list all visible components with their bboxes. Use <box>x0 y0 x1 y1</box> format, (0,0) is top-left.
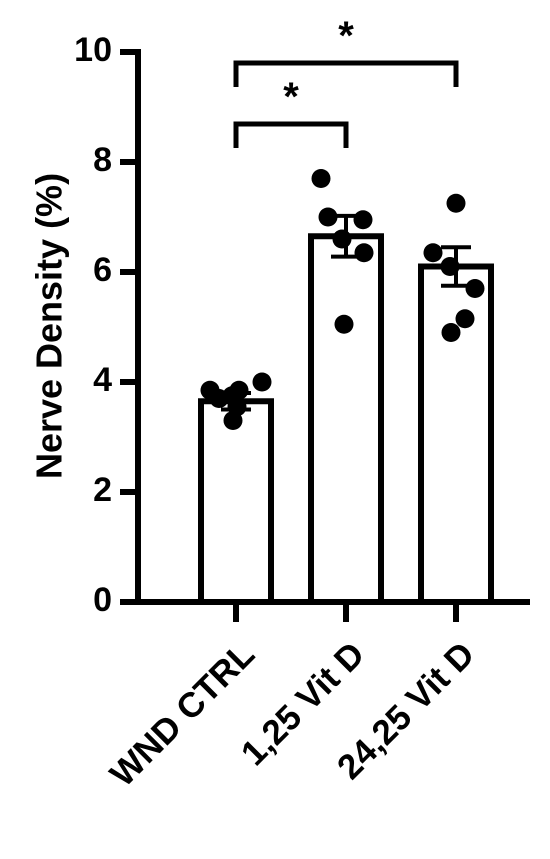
bar <box>198 398 274 605</box>
error-bars <box>221 213 471 412</box>
data-point <box>423 243 443 263</box>
data-point <box>446 193 466 213</box>
y-tick-label: 8 <box>93 141 112 179</box>
data-point <box>252 372 272 392</box>
significance-bracket <box>233 121 349 148</box>
y-tick-label: 0 <box>93 581 112 619</box>
data-point <box>354 243 374 263</box>
data-point <box>465 279 485 298</box>
data-point <box>223 411 243 430</box>
y-tick-label: 2 <box>93 471 112 509</box>
y-tick-label: 6 <box>93 251 112 289</box>
significance-star: * <box>283 75 299 119</box>
data-point <box>332 229 352 249</box>
significance-bracket <box>233 60 459 87</box>
significance-star: * <box>338 14 354 58</box>
data-point <box>441 323 461 342</box>
bars <box>198 233 494 605</box>
significance-brackets: ** <box>233 14 459 148</box>
data-point <box>311 169 331 188</box>
y-axis-title: Nerve Density (%) <box>29 173 70 479</box>
data-point <box>353 210 373 230</box>
bar <box>308 233 384 605</box>
data-point <box>334 314 354 334</box>
data-point <box>229 380 249 400</box>
data-point <box>200 380 220 400</box>
y-tick-label: 4 <box>93 361 112 399</box>
category-label: WND CTRL <box>103 635 263 795</box>
y-tick-label: 10 <box>74 31 112 69</box>
data-point <box>455 309 475 329</box>
data-point <box>318 207 338 227</box>
